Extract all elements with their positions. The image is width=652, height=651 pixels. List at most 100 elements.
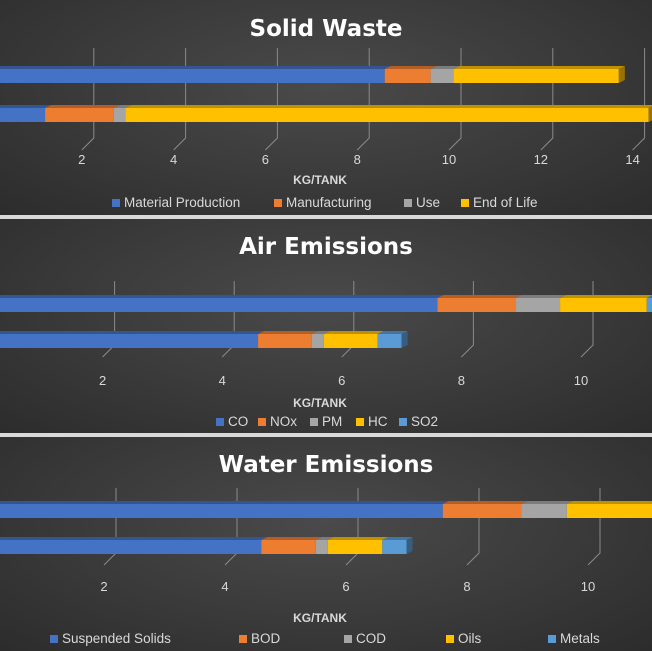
gridline — [461, 281, 474, 358]
legend-swatch — [548, 635, 556, 643]
bar-segment — [125, 108, 649, 122]
bar-segment — [45, 108, 114, 122]
legend-swatch — [310, 418, 318, 426]
bar-segment-top — [0, 295, 444, 298]
tick-label: 6 — [342, 579, 349, 594]
tick-label: 4 — [170, 152, 177, 167]
gridline — [587, 488, 601, 566]
bar-segment — [453, 69, 619, 83]
bar-segment — [311, 334, 324, 348]
bar-segment-top — [0, 105, 52, 108]
bar-segment — [646, 298, 652, 312]
gridline — [81, 48, 95, 151]
solid-waste-chart: Solid Waste 2 4 6 8 10 12 14 KG/TANK Material Pro… — [0, 0, 652, 215]
bar-end-face — [401, 331, 408, 348]
bar-segment-top — [0, 66, 391, 69]
bar-segment — [0, 298, 438, 312]
tick-label: 10 — [574, 373, 588, 388]
bars — [0, 295, 652, 348]
gridline — [173, 48, 187, 151]
bar-segment — [382, 540, 407, 554]
legend-swatch — [216, 418, 224, 426]
bar-segment-top — [45, 105, 120, 108]
legend-label: Use — [416, 195, 440, 210]
bar-segment-top — [442, 501, 528, 504]
bar-segment-top — [258, 331, 318, 334]
bar-segment-top — [521, 501, 573, 504]
bar-segment-top — [384, 66, 437, 69]
legend-swatch — [239, 635, 247, 643]
bar-segment-top — [0, 331, 265, 334]
bar-segment-top — [327, 537, 389, 540]
gridline — [265, 48, 278, 151]
bar-segment — [377, 334, 402, 348]
legend-label: End of Life — [473, 195, 538, 210]
bar-segment — [515, 298, 561, 312]
tick-label: 12 — [534, 152, 548, 167]
gridlines — [81, 48, 646, 151]
tick-label: 6 — [338, 373, 345, 388]
gridline — [356, 48, 370, 151]
solid-waste-chart-svg: Solid Waste 2 4 6 8 10 12 14 KG/TANK Material Pro… — [0, 16, 652, 210]
bar-end-face — [618, 66, 625, 83]
legend: Material Production Manufacturing Use End o… — [112, 195, 538, 210]
bar-segment-top — [0, 537, 268, 540]
x-axis-label: KG/TANK — [293, 611, 347, 625]
legend-swatch — [399, 418, 407, 426]
air-emissions-chart: Air Emissions 2 4 6 8 10 KG/TANK CO NOx PM HC SO2 — [0, 219, 652, 433]
bar-segment — [327, 540, 383, 554]
tick-label: 2 — [78, 152, 85, 167]
legend-label: CO — [228, 414, 248, 429]
gridline — [632, 48, 646, 151]
bar-segment-top — [646, 295, 652, 298]
chart-divider — [0, 215, 652, 219]
x-axis-ticks: 2 4 6 8 10 — [100, 579, 595, 594]
tick-label: 8 — [458, 373, 465, 388]
legend-swatch — [404, 199, 412, 207]
bar-segment — [0, 540, 262, 554]
legend-swatch — [461, 199, 469, 207]
tick-label: 10 — [581, 579, 595, 594]
water-emissions-chart: Water Emissions 2 4 6 8 10 KG/TANK Suspended So… — [0, 437, 652, 651]
legend-swatch — [274, 199, 282, 207]
bars — [0, 501, 652, 554]
bar-segment — [442, 504, 522, 518]
bar-segment-top — [566, 501, 652, 504]
legend-swatch — [344, 635, 352, 643]
bars — [0, 66, 652, 122]
bar-segment — [113, 108, 126, 122]
bar-segment-top — [382, 537, 413, 540]
bar-segment — [258, 334, 312, 348]
legend-swatch — [50, 635, 58, 643]
bar-end-face — [648, 106, 652, 122]
gridline — [448, 48, 462, 151]
bar-segment — [430, 69, 454, 83]
legend-label: Material Production — [124, 195, 240, 210]
x-axis-label: KG/TANK — [293, 173, 347, 187]
legend-label: SO2 — [411, 414, 438, 429]
bar-segment — [560, 298, 647, 312]
chart-divider — [0, 433, 652, 437]
bar-segment-top — [125, 105, 652, 108]
bar-segment — [315, 540, 328, 554]
bar-segment — [0, 69, 385, 83]
chart-title: Air Emissions — [239, 234, 413, 260]
bar-segment — [0, 108, 46, 122]
legend-label: NOx — [270, 414, 297, 429]
tick-label: 4 — [221, 579, 228, 594]
legend-label: COD — [356, 631, 386, 646]
bar-segment-top — [377, 331, 408, 334]
tick-label: 14 — [625, 152, 639, 167]
legend-swatch — [356, 418, 364, 426]
gridline — [466, 488, 480, 566]
tick-label: 2 — [100, 579, 107, 594]
water-emissions-chart-svg: Water Emissions 2 4 6 8 10 KG/TANK Suspended So… — [0, 452, 652, 646]
legend-label: Manufacturing — [286, 195, 372, 210]
legend-label: Oils — [458, 631, 481, 646]
bar-segment-top — [515, 295, 567, 298]
legend-swatch — [112, 199, 120, 207]
bar-end-face — [406, 537, 413, 554]
x-axis-ticks: 2 4 6 8 10 12 14 — [78, 152, 640, 167]
gridline — [540, 48, 554, 151]
tick-label: 4 — [219, 373, 226, 388]
